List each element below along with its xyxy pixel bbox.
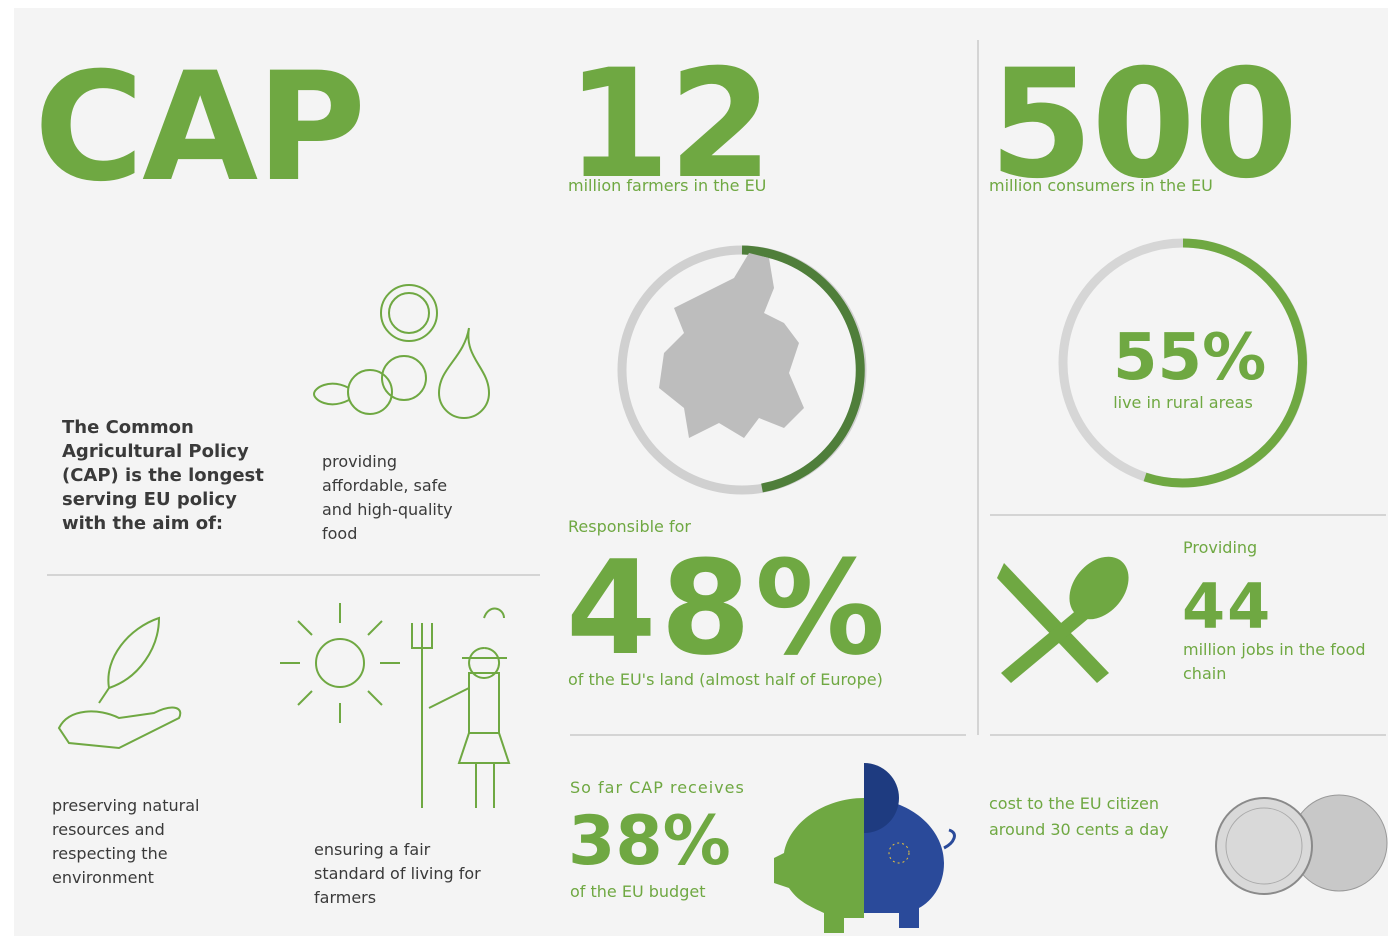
stat-number: 44 — [1182, 570, 1273, 643]
stat-intro: So far CAP receives — [570, 778, 745, 797]
cutlery-icon — [997, 556, 1129, 683]
infographic: CAP The Common Agricultural Policy (CAP)… — [14, 8, 1388, 936]
stat-intro: Providing — [1183, 538, 1258, 557]
piggy-bank — [774, 763, 956, 933]
stat-number: 55% — [1113, 321, 1267, 395]
graphics — [47, 40, 1388, 933]
stat-number: 38% — [568, 802, 731, 881]
aim-text: ensuring a fair standard of living for f… — [314, 840, 481, 907]
rural-ring — [1058, 238, 1308, 488]
stat-text: million consumers in the EU — [989, 176, 1213, 195]
food-icon — [312, 284, 491, 419]
cap-title: CAP — [34, 41, 366, 215]
aim-text: preserving natural resources and respect… — [52, 796, 200, 887]
stat-number: 12 — [566, 38, 773, 212]
sun-farmer-icon — [280, 603, 511, 808]
stat-number: 48% — [566, 532, 890, 684]
coins — [1215, 794, 1388, 895]
aim-text: providing affordable, safe and high-qual… — [322, 452, 453, 543]
stat-intro: Responsible for — [568, 517, 691, 536]
stat-text: of the EU's land (almost half of Europe) — [568, 670, 883, 689]
stat-text: of the EU budget — [570, 882, 706, 901]
hand-leaf-icon — [57, 616, 182, 750]
stat-number: 500 — [989, 38, 1298, 212]
stat-text: cost to the EU citizen around 30 cents a… — [989, 794, 1169, 839]
dividers — [47, 40, 1386, 736]
stat-text: million farmers in the EU — [568, 176, 767, 195]
eu-ring — [617, 245, 867, 495]
stat-text: live in rural areas — [1113, 393, 1253, 412]
cap-intro: The Common Agricultural Policy (CAP) is … — [62, 417, 264, 534]
stat-text: million jobs in the food chain — [1183, 640, 1366, 683]
